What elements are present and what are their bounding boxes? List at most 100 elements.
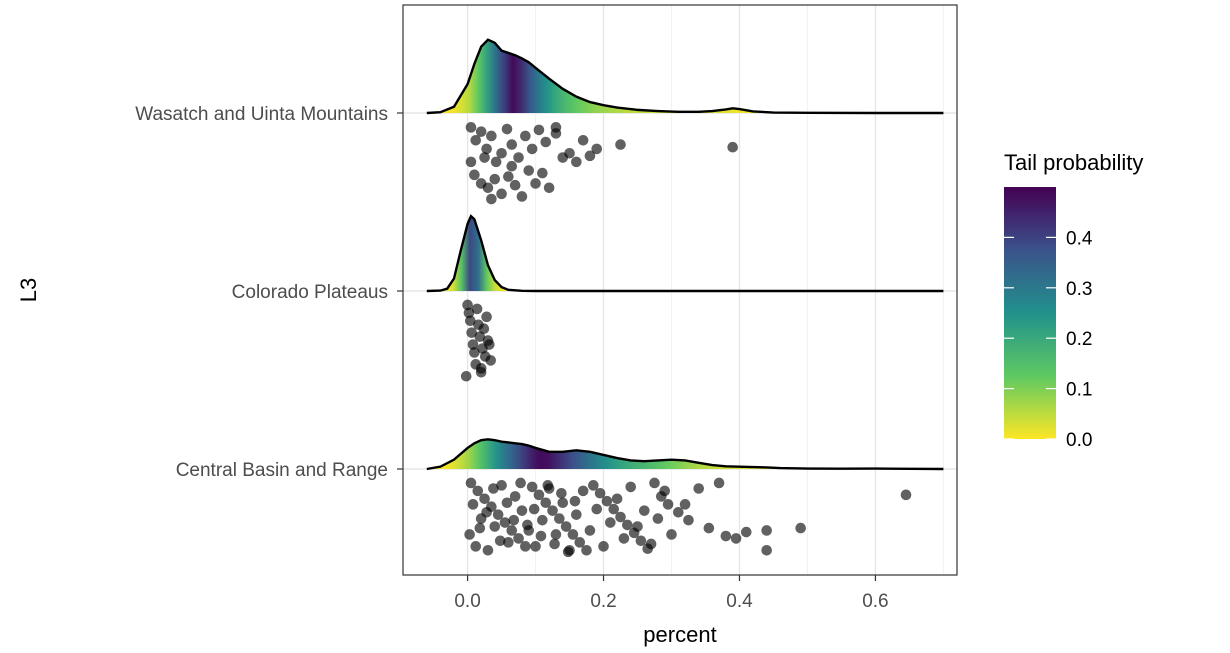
data-point	[635, 535, 647, 547]
ridge-fill	[426, 439, 944, 469]
data-point	[462, 299, 473, 311]
data-point	[489, 521, 501, 532]
data-point	[562, 546, 574, 558]
data-point	[574, 537, 586, 548]
data-point	[550, 122, 562, 133]
data-point	[571, 156, 582, 168]
data-point	[795, 522, 806, 534]
data-point	[693, 483, 704, 494]
data-point	[475, 363, 487, 374]
data-point	[537, 167, 548, 179]
data-point	[567, 529, 579, 540]
ridge-outline	[426, 38, 944, 115]
y-tick-label: Colorado Plateaus	[232, 282, 388, 303]
data-point	[608, 503, 620, 515]
x-tick-label: 0.2	[590, 591, 616, 612]
data-point	[522, 519, 533, 531]
data-point	[501, 123, 513, 135]
ridge-outline	[426, 214, 944, 293]
data-point	[469, 169, 480, 181]
data-point	[530, 541, 541, 552]
legend-tick-label: 0.2	[1066, 329, 1092, 350]
data-point	[540, 136, 552, 148]
data-point	[481, 311, 492, 323]
x-tick-label: 0.0	[454, 591, 480, 612]
data-point	[652, 513, 664, 524]
data-point	[594, 487, 606, 499]
y-axis: Wasatch and Uinta Mountains Colorado Plat…	[135, 104, 403, 481]
data-point	[900, 489, 912, 501]
data-point	[530, 178, 541, 189]
data-point	[496, 147, 507, 159]
data-point	[557, 152, 569, 163]
data-point	[569, 495, 581, 507]
data-point	[649, 477, 660, 489]
data-point	[506, 139, 518, 150]
data-point	[481, 143, 492, 155]
data-point	[526, 481, 538, 493]
data-point	[560, 521, 572, 532]
x-axis-title: percent	[643, 622, 716, 647]
legend-tick-label: 0.0	[1066, 430, 1092, 451]
data-point	[730, 533, 742, 544]
x-axis: 0.0 0.2 0.4 0.6	[454, 575, 889, 612]
data-point	[584, 525, 596, 536]
data-point	[549, 538, 560, 550]
data-point	[482, 544, 494, 556]
data-point	[727, 141, 738, 153]
data-point	[506, 525, 518, 536]
data-point	[465, 156, 477, 168]
data-point	[479, 152, 490, 163]
data-point	[463, 307, 475, 319]
data-point	[632, 521, 643, 532]
panel-border	[402, 4, 958, 576]
data-point	[713, 477, 725, 489]
data-point	[516, 191, 528, 202]
data-point	[494, 535, 506, 547]
data-point	[492, 509, 504, 520]
data-point	[467, 499, 479, 510]
data-point	[508, 514, 520, 526]
data-point	[516, 505, 528, 516]
x-tick-label: 0.6	[862, 591, 888, 612]
data-point	[460, 370, 472, 382]
data-point	[703, 522, 715, 534]
data-point	[556, 487, 567, 499]
legend-title: Tail probability	[1004, 150, 1143, 175]
data-point	[490, 156, 502, 168]
data-point	[533, 489, 545, 501]
data-point	[666, 529, 677, 540]
data-point	[543, 182, 555, 194]
data-point	[761, 544, 772, 556]
y-tick-label: Central Basin and Range	[176, 460, 388, 481]
data-point	[465, 477, 477, 489]
data-point	[584, 150, 596, 162]
data-point	[662, 499, 674, 510]
data-point	[488, 483, 499, 494]
legend-colorbar	[1004, 187, 1056, 439]
data-point	[520, 541, 531, 552]
data-point	[557, 497, 569, 509]
data-point	[625, 481, 637, 493]
plot-panel	[402, 4, 958, 576]
data-point	[474, 522, 486, 534]
data-point	[533, 124, 545, 136]
data-point	[605, 517, 616, 528]
data-point	[496, 188, 507, 200]
data-point	[550, 529, 562, 540]
data-point	[471, 303, 483, 315]
data-point	[639, 505, 650, 516]
data-point	[464, 315, 476, 327]
data-point	[537, 514, 548, 526]
data-point	[466, 327, 477, 338]
data-point	[591, 503, 603, 515]
data-point	[615, 139, 626, 150]
data-point	[683, 514, 694, 526]
data-point	[673, 506, 684, 518]
data-point	[482, 182, 494, 194]
data-point	[474, 331, 486, 342]
data-point	[591, 143, 603, 155]
data-point	[577, 485, 589, 497]
legend-tick-label: 0.4	[1066, 228, 1093, 249]
